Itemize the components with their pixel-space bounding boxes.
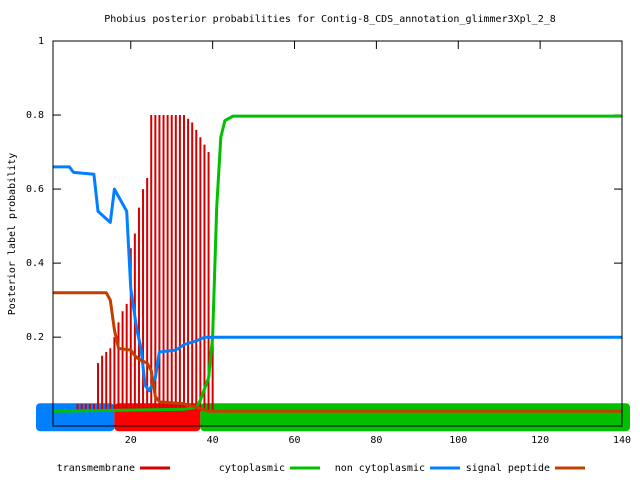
x-tick-label: 140 [613,435,631,446]
y-axis-label: Posterior label probability [7,153,18,316]
x-tick-label: 100 [449,435,467,446]
y-tick-label: 0.8 [26,110,44,121]
legend-label: non cytoplasmic [335,463,425,474]
x-tick-label: 120 [531,435,549,446]
x-tick-label: 80 [370,435,382,446]
x-tick-label: 20 [125,435,137,446]
plot-border [52,40,623,427]
series-line [53,291,622,413]
y-tick-label: 1 [38,36,44,47]
x-tick-label: 60 [288,435,300,446]
legend-label: signal peptide [466,463,550,474]
x-tick-label: 40 [207,435,219,446]
legend-label: cytoplasmic [219,463,285,474]
series-line [53,165,622,393]
y-tick-label: 0.2 [26,332,44,343]
chart-title: Phobius posterior probabilities for Cont… [104,14,556,25]
y-tick-label: 0.6 [26,184,44,195]
prediction-band [200,403,630,432]
y-tick-label: 0.4 [26,258,44,269]
legend-label: transmembrane [57,463,135,474]
